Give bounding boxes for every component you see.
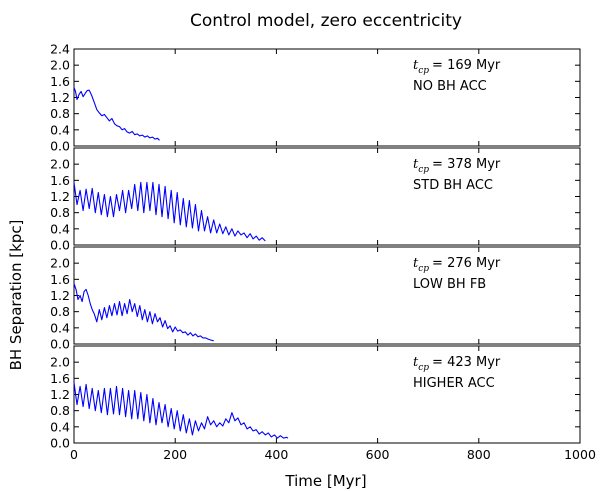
- tcp-symbol: t: [413, 58, 419, 73]
- tcp-subscript: cp: [418, 363, 429, 373]
- y-tick-label: 0.4: [50, 320, 70, 335]
- tcp-subscript: cp: [418, 66, 429, 76]
- chart-title: Control model, zero eccentricity: [190, 11, 462, 31]
- tcp-subscript: cp: [418, 165, 429, 175]
- tcp-value: = 423 Myr: [432, 355, 501, 370]
- y-tick-label: 0.8: [50, 205, 70, 220]
- y-tick-label: 1.2: [50, 288, 70, 303]
- x-tick-label: 200: [163, 447, 187, 462]
- x-tick-label: 600: [366, 447, 390, 462]
- y-tick-label: 0.0: [50, 436, 70, 451]
- separation-line: [73, 181, 266, 242]
- y-tick-label: 2.4: [50, 42, 70, 57]
- y-tick-label: 2.0: [50, 256, 70, 271]
- tcp-annotation: tcp = 378 Myr: [413, 157, 501, 175]
- tcp-annotation: tcp = 423 Myr: [413, 355, 501, 373]
- tcp-value: = 276 Myr: [432, 256, 501, 271]
- panel-4: 0.0 0.40.81.21.62.0 tcp = 423 Myr HIGHER ACC…: [50, 345, 596, 462]
- y-tick-label: 0.4: [50, 221, 70, 236]
- y-tick-label: 1.2: [50, 90, 70, 105]
- tcp-annotation: tcp = 169 Myr: [413, 58, 501, 76]
- x-tick-label: 1000: [564, 447, 596, 462]
- separation-line: [73, 87, 160, 141]
- separation-line: [73, 382, 289, 439]
- y-tick-label: 1.2: [50, 189, 70, 204]
- panel-3: 0.0 0.40.81.21.62.0 tcp = 276 Myr LOW BH FB: [50, 246, 581, 352]
- x-tick-label: 800: [467, 447, 491, 462]
- panel-frame: [73, 345, 581, 444]
- y-tick-label: 0.4: [50, 122, 70, 137]
- y-tick-label: 1.6: [50, 272, 70, 287]
- tcp-symbol: t: [413, 256, 419, 271]
- y-tick-label: 0.0: [50, 337, 70, 352]
- tcp-symbol: t: [413, 157, 419, 172]
- y-tick-label: 0.8: [50, 403, 70, 418]
- panel-label: LOW BH FB: [413, 277, 486, 292]
- panel-label: HIGHER ACC: [413, 376, 495, 391]
- y-tick-label: 2.0: [50, 58, 70, 73]
- x-tick-label: 0: [70, 447, 78, 462]
- tcp-annotation: tcp = 276 Myr: [413, 256, 501, 274]
- separation-line: [73, 283, 214, 342]
- y-tick-label: 1.6: [50, 371, 70, 386]
- tcp-value: = 378 Myr: [432, 157, 501, 172]
- panel-2: 0.0 0.40.81.21.62.0 tcp = 378 Myr STD BH ACC: [50, 147, 581, 253]
- x-axis-label: Time [Myr]: [284, 472, 366, 490]
- y-tick-label: 0.8: [50, 106, 70, 121]
- tcp-symbol: t: [413, 355, 419, 370]
- y-tick-label: 0.8: [50, 304, 70, 319]
- panel-frame: [73, 246, 581, 345]
- panel-frame: [73, 48, 581, 147]
- tcp-value: = 169 Myr: [432, 58, 501, 73]
- y-tick-label: 1.6: [50, 173, 70, 188]
- y-tick-label: 0.4: [50, 419, 70, 434]
- panel-frame: [73, 147, 581, 246]
- panel-label: NO BH ACC: [413, 79, 487, 94]
- tcp-subscript: cp: [418, 264, 429, 274]
- y-tick-label: 2.0: [50, 355, 70, 370]
- y-tick-label: 1.2: [50, 387, 70, 402]
- panel-1: 0.0 0.40.81.21.62.02.4 tcp = 169 Myr NO BH A…: [50, 42, 581, 154]
- panel-label: STD BH ACC: [413, 178, 493, 193]
- y-tick-label: 0.0: [50, 238, 70, 253]
- y-axis-label: BH Separation [kpc]: [7, 220, 25, 371]
- x-tick-label: 400: [264, 447, 288, 462]
- y-tick-label: 2.0: [50, 157, 70, 172]
- y-tick-label: 0.0: [50, 139, 70, 154]
- y-tick-label: 1.6: [50, 74, 70, 89]
